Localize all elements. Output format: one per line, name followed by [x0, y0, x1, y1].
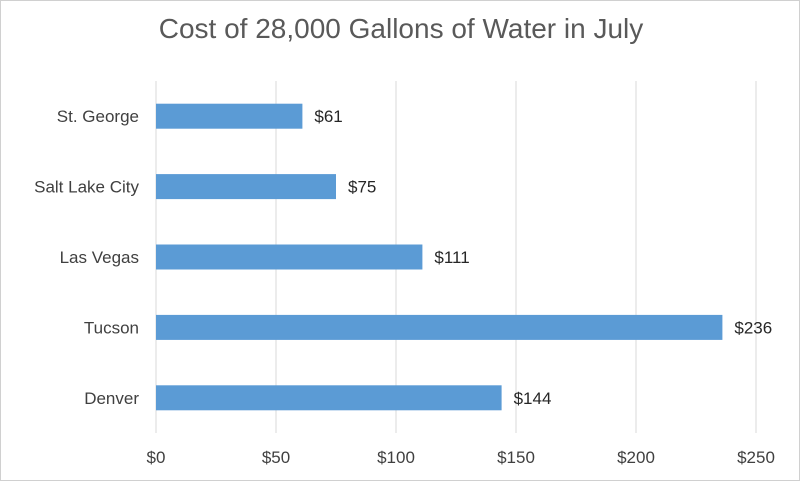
bar-las-vegas	[156, 244, 423, 270]
data-label: $236	[734, 318, 772, 337]
data-label: $75	[348, 178, 376, 197]
x-tick-label: $250	[737, 448, 775, 467]
x-tick-label: $100	[377, 448, 415, 467]
category-label: Tucson	[84, 318, 139, 337]
bars	[156, 103, 723, 411]
data-label: $61	[314, 107, 342, 126]
category-label: Denver	[84, 389, 139, 408]
x-tick-label: $150	[497, 448, 535, 467]
bar-salt-lake-city	[156, 174, 336, 200]
x-tick-label: $200	[617, 448, 655, 467]
chart-title: Cost of 28,000 Gallons of Water in July	[158, 13, 644, 44]
data-label: $144	[514, 389, 552, 408]
category-label: St. George	[57, 107, 139, 126]
category-label: Salt Lake City	[34, 178, 139, 197]
x-tick-label: $50	[262, 448, 290, 467]
x-tick-label: $0	[147, 448, 166, 467]
bar-tucson	[156, 314, 723, 340]
bar-denver	[156, 385, 502, 411]
data-label: $111	[434, 248, 469, 267]
labels: $0 $50 $100 $150 $200 $250 St. George $61 Salt L…	[34, 107, 775, 467]
bar-st-george	[156, 103, 303, 129]
category-label: Las Vegas	[60, 248, 139, 267]
